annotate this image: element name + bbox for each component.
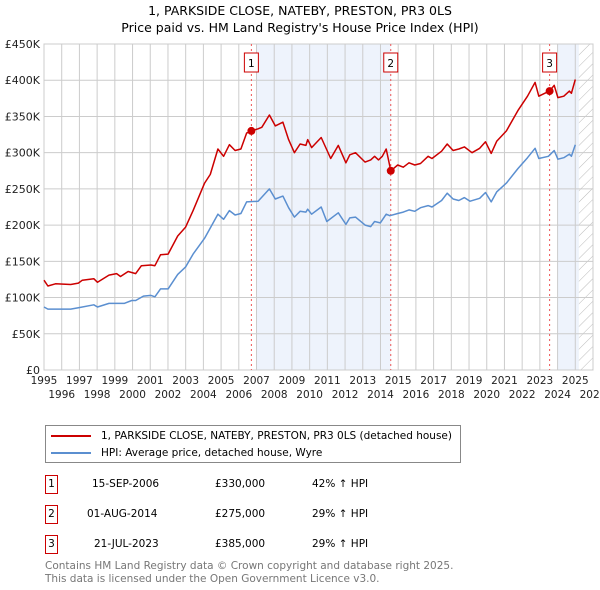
x-tick-label: 2015 [385, 375, 412, 387]
x-tick-label: 2022 [509, 389, 536, 401]
transaction-date: 21-JUL-2023 [94, 538, 159, 550]
chart-legend: 1, PARKSIDE CLOSE, NATEBY, PRESTON, PR3 … [45, 425, 461, 463]
y-tick-label: £250K [5, 183, 41, 196]
x-tick-label: 2021 [491, 375, 518, 387]
x-tick-label: 2001 [137, 375, 164, 387]
x-tick-label: 1996 [48, 389, 75, 401]
y-tick-label: £400K [5, 74, 41, 87]
y-tick-label: £50K [12, 328, 41, 341]
footer-line-1: Contains HM Land Registry data © Crown c… [45, 560, 454, 572]
transaction-badge: 2 [45, 505, 58, 524]
x-tick-label: 2005 [208, 375, 235, 387]
legend-label-hpi: HPI: Average price, detached house, Wyre [101, 447, 323, 459]
sale-point [545, 87, 554, 96]
legend-item-hpi: HPI: Average price, detached house, Wyre [51, 445, 322, 461]
x-tick-label: 2003 [172, 375, 199, 387]
transaction-hpi: 42% ↑ HPI [312, 478, 369, 490]
chart-subtitle: Price paid vs. HM Land Registry's House … [121, 20, 479, 35]
y-tick-label: £100K [5, 292, 41, 305]
footer-line-2: This data is licensed under the Open Gov… [45, 573, 380, 585]
sale-point [386, 166, 395, 175]
x-tick-label: 1995 [31, 375, 58, 387]
transaction-badge: 1 [45, 475, 58, 494]
transaction-price: £275,000 [215, 508, 266, 520]
x-tick-label: 2019 [456, 375, 483, 387]
x-tick-label: 2012 [332, 389, 359, 401]
legend-label-property: 1, PARKSIDE CLOSE, NATEBY, PRESTON, PR3 … [101, 430, 452, 442]
transaction-hpi: 29% ↑ HPI [312, 508, 369, 520]
x-tick-label: 2013 [349, 375, 376, 387]
transaction-date: 15-SEP-2006 [92, 478, 160, 490]
sale-label-box [243, 52, 259, 73]
future-hatch [578, 44, 593, 370]
x-tick-label: 1997 [66, 375, 93, 387]
y-tick-label: £150K [5, 255, 41, 268]
plot-frame [43, 43, 594, 371]
y-tick-label: £200K [5, 219, 41, 232]
x-tick-label: 2024 [544, 389, 571, 401]
x-tick-label: 2004 [190, 389, 217, 401]
transaction-date: 01-AUG-2014 [87, 508, 158, 520]
shaded-period [256, 44, 391, 370]
footer-attribution: Contains HM Land Registry data © Crown c… [45, 560, 453, 586]
transaction-price: £330,000 [215, 478, 266, 490]
x-tick-label: 2010 [296, 389, 323, 401]
hpi-line [43, 144, 577, 310]
price-chart: 1995 1996 1997 1998 1999 2000 2001 2002 2003 2004… [5, 38, 600, 401]
y-tick-label: £350K [5, 110, 41, 123]
sale-label: 3 [546, 58, 553, 70]
x-tick-label: 2026 [580, 389, 600, 401]
x-tick-label: 2002 [155, 389, 182, 401]
x-tick-label: 2025 [562, 375, 589, 387]
y-tick-label: £300K [5, 147, 41, 160]
chart-title: 1, PARKSIDE CLOSE, NATEBY, PRESTON, PR3 … [148, 3, 452, 18]
x-tick-label: 2014 [367, 389, 394, 401]
sale-label-box [383, 52, 399, 73]
property-price-line [43, 79, 577, 287]
sale-label: 2 [387, 58, 394, 70]
transaction-hpi: 29% ↑ HPI [312, 538, 369, 550]
x-tick-label: 2016 [403, 389, 430, 401]
sale-label: 1 [248, 58, 255, 70]
y-tick-label: £0 [26, 364, 40, 377]
x-tick-label: 1998 [84, 389, 111, 401]
x-tick-label: 2008 [261, 389, 288, 401]
x-tick-label: 2011 [314, 375, 341, 387]
x-tick-label: 2017 [420, 375, 447, 387]
legend-swatch-red [51, 435, 91, 437]
x-tick-label: 2018 [438, 389, 465, 401]
shaded-period [557, 44, 579, 370]
x-tick-label: 2006 [225, 389, 252, 401]
legend-item-property: 1, PARKSIDE CLOSE, NATEBY, PRESTON, PR3 … [51, 428, 452, 444]
transaction-price: £385,000 [215, 538, 266, 550]
x-tick-label: 2023 [527, 375, 554, 387]
x-tick-label: 2000 [119, 389, 146, 401]
legend-swatch-blue [51, 452, 91, 454]
sale-label-box [542, 52, 558, 73]
sale-point [247, 126, 256, 135]
x-tick-label: 2007 [243, 375, 270, 387]
y-tick-label: £450K [5, 38, 41, 51]
transaction-badge: 3 [45, 535, 58, 554]
x-tick-label: 1999 [101, 375, 128, 387]
x-tick-label: 2009 [279, 375, 306, 387]
x-tick-label: 2020 [473, 389, 500, 401]
